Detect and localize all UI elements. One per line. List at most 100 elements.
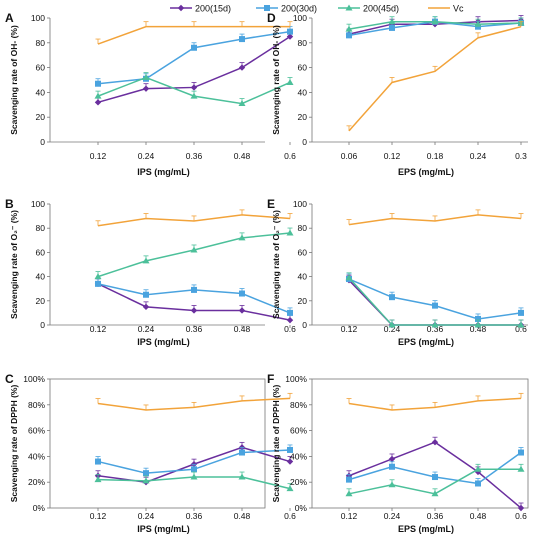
data-point — [239, 449, 245, 456]
y-tick-label: 40% — [290, 451, 307, 461]
series-20045d — [94, 72, 294, 107]
x-tick-label: 0.12 — [341, 511, 358, 521]
data-point — [287, 28, 293, 35]
y-tick-label: 60 — [298, 63, 308, 73]
data-point — [191, 44, 197, 51]
data-point — [345, 490, 353, 497]
legend-label: 200(15d) — [195, 4, 231, 14]
data-point — [95, 280, 101, 287]
data-point — [287, 309, 293, 316]
data-point — [345, 274, 353, 281]
x-axis-title: IPS (mg/mL) — [137, 167, 190, 177]
data-point — [431, 18, 439, 25]
data-point — [191, 286, 197, 293]
data-point — [190, 473, 198, 480]
data-point — [474, 321, 482, 328]
series-line — [348, 25, 522, 132]
y-tick-label: 80 — [36, 38, 46, 48]
data-point — [238, 307, 246, 314]
data-point — [388, 18, 396, 25]
x-axis-title: IPS (mg/mL) — [137, 524, 190, 534]
data-point — [142, 303, 150, 311]
x-tick-label: 0.24 — [384, 324, 401, 334]
data-point — [191, 466, 197, 473]
data-point — [142, 74, 150, 81]
series-20030d — [95, 444, 293, 477]
y-tick-label: 100% — [23, 374, 45, 384]
series-vc — [95, 392, 293, 411]
series-20045d — [94, 471, 294, 492]
legend-item: 200(30d) — [256, 4, 317, 14]
data-point — [287, 446, 293, 453]
data-point — [346, 476, 352, 483]
series-20045d — [345, 272, 525, 328]
x-tick-label: 0.6 — [515, 324, 527, 334]
x-axis-title: EPS (mg/mL) — [398, 167, 454, 177]
x-tick-label: 0.3 — [515, 151, 527, 161]
series-20030d — [95, 26, 293, 87]
y-tick-label: 60 — [298, 247, 308, 257]
data-point — [238, 64, 246, 71]
series-20045d — [94, 227, 294, 280]
x-axis-title: EPS (mg/mL) — [398, 524, 454, 534]
data-point — [475, 480, 481, 487]
y-axis-title: Scavenging rate of OH- (%) — [9, 25, 19, 135]
data-point — [190, 307, 198, 314]
y-tick-label: 20 — [36, 296, 46, 306]
data-point — [389, 24, 395, 31]
legend-marker — [264, 5, 270, 11]
series-vc — [346, 392, 524, 411]
series-20030d — [346, 447, 524, 487]
data-point — [388, 481, 396, 488]
x-tick-label: 0.24 — [138, 151, 155, 161]
y-tick-label: 0 — [302, 320, 307, 330]
x-tick-label: 0.12 — [90, 324, 107, 334]
data-point — [389, 294, 395, 301]
x-tick-label: 0.36 — [427, 511, 444, 521]
data-point — [474, 20, 482, 27]
panel-letter: B — [5, 197, 14, 211]
x-tick-label: 0.6 — [284, 324, 296, 334]
y-tick-label: 100% — [285, 374, 307, 384]
legend: 200(15d) 200(30d) 200(45d) Vc — [170, 4, 464, 14]
y-tick-label: 40 — [298, 87, 308, 97]
series-vc — [346, 209, 524, 226]
legend-item: 200(45d) — [338, 4, 399, 14]
x-tick-label: 0.24 — [384, 511, 401, 521]
x-tick-label: 0.12 — [384, 151, 401, 161]
data-point — [142, 257, 150, 264]
legend-item: Vc — [428, 4, 464, 14]
x-tick-label: 0.6 — [284, 151, 296, 161]
legend-item: 200(15d) — [170, 4, 231, 14]
plot-frame — [311, 378, 529, 509]
y-tick-label: 60% — [28, 426, 45, 436]
data-point — [388, 321, 396, 328]
legend-label: 200(30d) — [281, 4, 317, 14]
x-tick-label: 0.36 — [186, 511, 203, 521]
y-tick-label: 80 — [36, 223, 46, 233]
y-tick-label: 80 — [298, 223, 308, 233]
y-axis-title: Scavenging rate of O₂⁻ (%) — [271, 210, 281, 319]
data-point — [517, 465, 525, 472]
panel-letter: E — [267, 197, 275, 211]
data-point — [238, 100, 246, 107]
x-tick-label: 0.36 — [186, 324, 203, 334]
panel-letter: A — [5, 11, 14, 25]
y-tick-label: 0 — [40, 320, 45, 330]
y-tick-label: 80 — [298, 38, 308, 48]
series-20015d — [345, 436, 525, 512]
x-tick-label: 0.24 — [138, 511, 155, 521]
data-point — [143, 470, 149, 477]
panel-letter: D — [267, 11, 276, 25]
data-point — [388, 455, 396, 463]
y-tick-label: 40% — [28, 451, 45, 461]
series-20045d — [345, 463, 525, 497]
y-tick-label: 20% — [290, 477, 307, 487]
y-axis-title: Scavenging rate of DPPH (%) — [9, 385, 19, 503]
x-tick-label: 0.48 — [234, 324, 251, 334]
data-point — [518, 449, 524, 456]
data-point — [389, 463, 395, 470]
chart-panel-c: 0% 20% 40% 60% 80% 100% 0.12 0.24 0.36 0.48 0.6 IPS… — [5, 372, 296, 534]
y-axis-title: Scavenging rate of DPPH (%) — [271, 385, 281, 503]
x-tick-label: 0.48 — [470, 324, 487, 334]
